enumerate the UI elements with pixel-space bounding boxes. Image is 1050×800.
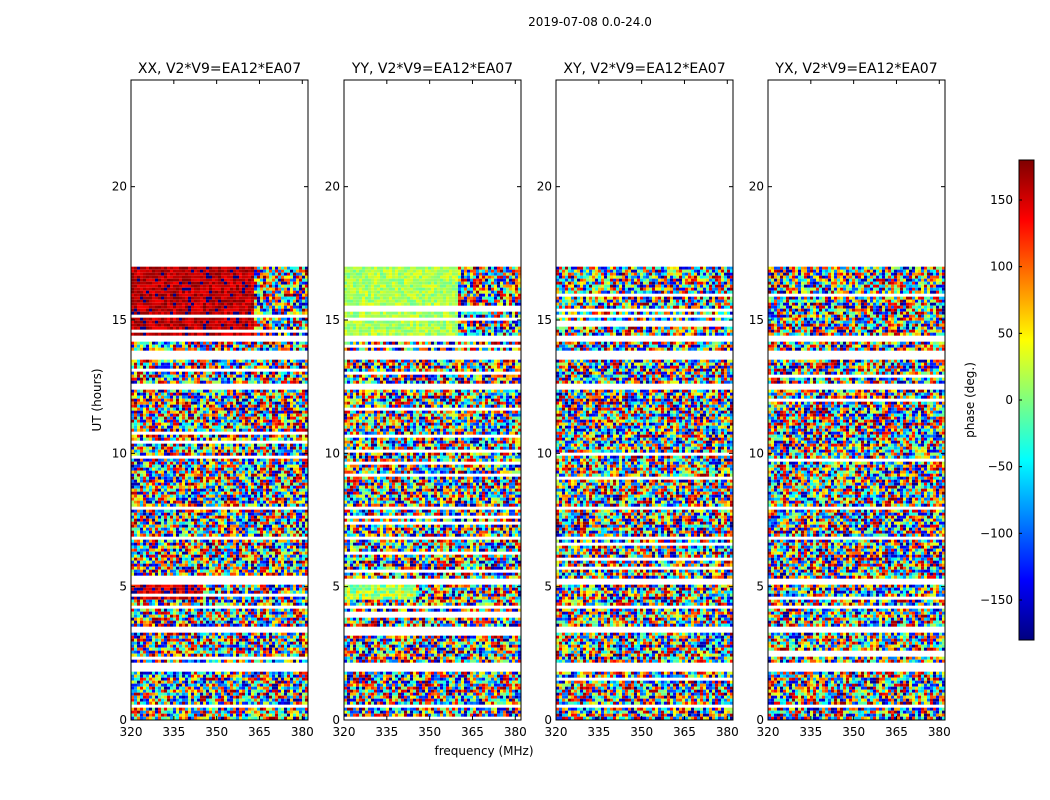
panel-2: XY, V2*V9=EA12*EA07 320 335 350 365 380 0 5 10 15…	[537, 61, 739, 739]
y-tick-label: 10	[112, 446, 127, 460]
x-tick-label: 380	[716, 725, 739, 739]
panel-title: YX, V2*V9=EA12*EA07	[774, 61, 937, 77]
x-tick-label: 350	[842, 725, 865, 739]
x-axis-label: frequency (MHz)	[434, 744, 533, 758]
y-tick-label: 5	[332, 580, 340, 594]
y-tick-label: 10	[325, 446, 340, 460]
x-tick-label: 335	[162, 725, 185, 739]
y-tick-label: 0	[544, 713, 552, 727]
colorbar-tick-label: −100	[980, 526, 1013, 540]
x-tick-label: 365	[248, 725, 271, 739]
panel-title: YY, V2*V9=EA12*EA07	[351, 61, 513, 77]
x-tick-label: 380	[291, 725, 314, 739]
y-tick-label: 10	[537, 446, 552, 460]
x-tick-label: 380	[928, 725, 951, 739]
x-tick-label: 350	[205, 725, 228, 739]
y-tick-label: 5	[756, 580, 764, 594]
y-tick-label: 5	[119, 580, 127, 594]
x-tick-label: 380	[504, 725, 527, 739]
y-tick-label: 20	[325, 180, 340, 194]
x-tick-label: 335	[587, 725, 610, 739]
x-tick-label: 320	[120, 725, 143, 739]
x-tick-label: 365	[673, 725, 696, 739]
panel-frame	[767, 79, 946, 721]
x-tick-label: 350	[418, 725, 441, 739]
panel-title: XY, V2*V9=EA12*EA07	[563, 61, 725, 77]
x-tick-label: 320	[333, 725, 356, 739]
figure-suptitle: 2019-07-08 0.0-24.0	[528, 15, 652, 29]
x-tick-label: 365	[885, 725, 908, 739]
y-tick-label: 15	[112, 313, 127, 327]
panel-frame	[555, 79, 734, 721]
x-tick-label: 350	[630, 725, 653, 739]
colorbar-tick-label: 150	[990, 193, 1013, 207]
y-tick-label: 15	[537, 313, 552, 327]
y-tick-label: 10	[749, 446, 764, 460]
y-tick-label: 0	[756, 713, 764, 727]
phase-heatmap	[344, 266, 521, 720]
colorbar-tick-label: −150	[980, 593, 1013, 607]
x-tick-label: 320	[545, 725, 568, 739]
phase-heatmap	[131, 266, 308, 720]
y-tick-label: 20	[537, 180, 552, 194]
y-tick-label: 15	[749, 313, 764, 327]
colorbar-tick-label: 50	[998, 326, 1013, 340]
y-tick-label: 20	[749, 180, 764, 194]
y-axis-label: UT (hours)	[90, 368, 104, 431]
panel-3: YX, V2*V9=EA12*EA07 320 335 350 365 380 0 5 10 15…	[749, 61, 951, 739]
panel-frame	[130, 79, 309, 721]
x-tick-label: 320	[757, 725, 780, 739]
panels-layer: XX, V2*V9=EA12*EA07 320 335 350 365 380 0 5 10 15…	[112, 61, 951, 739]
x-tick-label: 365	[461, 725, 484, 739]
phase-heatmap	[556, 266, 733, 720]
panel-0: XX, V2*V9=EA12*EA07 320 335 350 365 380 0 5 10 15…	[112, 61, 314, 739]
x-tick-label: 335	[375, 725, 398, 739]
panel-title: XX, V2*V9=EA12*EA07	[138, 61, 301, 77]
y-tick-label: 20	[112, 180, 127, 194]
phase-heatmap	[768, 266, 945, 720]
colorbar-tick-label: 0	[1005, 393, 1013, 407]
y-tick-label: 0	[332, 713, 340, 727]
y-tick-label: 15	[325, 313, 340, 327]
y-tick-label: 5	[544, 580, 552, 594]
x-tick-label: 335	[799, 725, 822, 739]
colorbar-tick-label: 100	[990, 260, 1013, 274]
y-tick-label: 0	[119, 713, 127, 727]
panel-1: YY, V2*V9=EA12*EA07 320 335 350 365 380 0 5 10 15…	[325, 61, 527, 739]
panel-frame	[343, 79, 522, 721]
colorbar-label: phase (deg.)	[963, 362, 977, 438]
colorbar: 150 100 50 0 −50 −100 −150 phase (deg.)	[963, 159, 1035, 641]
colorbar-tick-label: −50	[988, 460, 1013, 474]
